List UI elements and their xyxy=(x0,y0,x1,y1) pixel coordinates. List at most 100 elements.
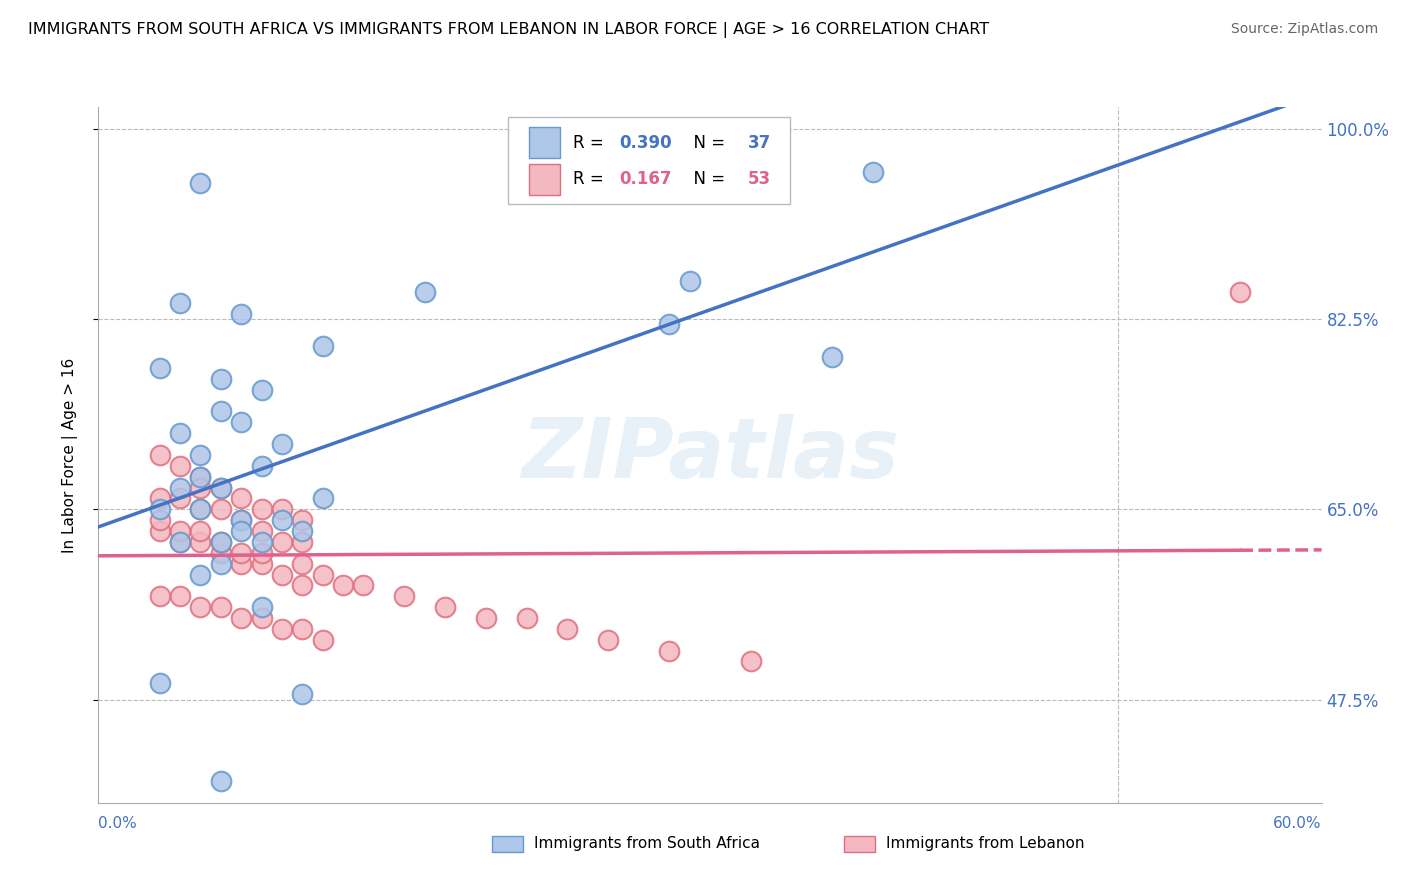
Text: 0.0%: 0.0% xyxy=(98,816,138,831)
Text: N =: N = xyxy=(683,170,731,188)
Point xyxy=(250,383,273,397)
Point xyxy=(188,481,212,495)
Point xyxy=(270,513,294,527)
Point xyxy=(149,502,172,516)
Point xyxy=(231,491,253,506)
Point xyxy=(231,307,253,321)
Point xyxy=(149,361,172,376)
Point xyxy=(250,458,273,473)
Point xyxy=(291,534,314,549)
Point xyxy=(270,567,294,582)
Point xyxy=(169,426,191,441)
Point xyxy=(821,350,844,364)
Point xyxy=(169,524,191,538)
Point xyxy=(209,546,232,560)
Point xyxy=(188,448,212,462)
Point xyxy=(209,557,232,571)
Text: 0.167: 0.167 xyxy=(620,170,672,188)
Point xyxy=(209,481,232,495)
Point xyxy=(312,567,335,582)
Point xyxy=(169,589,191,603)
Point xyxy=(312,632,335,647)
Point xyxy=(474,611,498,625)
Text: 60.0%: 60.0% xyxy=(1274,816,1322,831)
Point xyxy=(231,524,253,538)
Point xyxy=(149,491,172,506)
Point xyxy=(250,546,273,560)
FancyBboxPatch shape xyxy=(508,118,790,204)
Point xyxy=(516,611,538,625)
Point xyxy=(250,611,273,625)
Point xyxy=(270,622,294,636)
Text: ZIPatlas: ZIPatlas xyxy=(522,415,898,495)
Bar xyxy=(529,164,560,195)
Bar xyxy=(529,127,560,158)
Point xyxy=(679,274,702,288)
Point xyxy=(312,339,335,353)
Point xyxy=(209,404,232,418)
Point xyxy=(557,622,579,636)
Point xyxy=(231,415,253,429)
Point xyxy=(291,687,314,701)
Text: IMMIGRANTS FROM SOUTH AFRICA VS IMMIGRANTS FROM LEBANON IN LABOR FORCE | AGE > 1: IMMIGRANTS FROM SOUTH AFRICA VS IMMIGRAN… xyxy=(28,22,990,38)
Text: 0.390: 0.390 xyxy=(620,134,672,152)
Text: R =: R = xyxy=(574,170,609,188)
Point xyxy=(169,491,191,506)
Point xyxy=(188,534,212,549)
Point xyxy=(598,632,620,647)
Point xyxy=(209,534,232,549)
Point xyxy=(312,491,335,506)
Point xyxy=(188,502,212,516)
Point xyxy=(188,600,212,615)
Point xyxy=(188,502,212,516)
Point xyxy=(149,448,172,462)
Point xyxy=(169,481,191,495)
Point xyxy=(434,600,457,615)
Point xyxy=(291,513,314,527)
Point xyxy=(740,655,762,669)
Point xyxy=(209,481,232,495)
Point xyxy=(149,513,172,527)
Point xyxy=(169,295,191,310)
Point xyxy=(169,534,191,549)
Point xyxy=(658,318,681,332)
Point xyxy=(209,372,232,386)
Point xyxy=(291,557,314,571)
Text: Immigrants from South Africa: Immigrants from South Africa xyxy=(534,837,761,851)
Point xyxy=(209,502,232,516)
Point xyxy=(291,578,314,592)
Point xyxy=(231,513,253,527)
Text: N =: N = xyxy=(683,134,731,152)
Text: Source: ZipAtlas.com: Source: ZipAtlas.com xyxy=(1230,22,1378,37)
Point xyxy=(169,534,191,549)
Point xyxy=(270,502,294,516)
Point xyxy=(658,643,681,657)
Point xyxy=(149,524,172,538)
Point xyxy=(149,589,172,603)
Point xyxy=(352,578,374,592)
Text: 53: 53 xyxy=(748,170,770,188)
Point xyxy=(250,502,273,516)
Point xyxy=(231,546,253,560)
Point xyxy=(291,524,314,538)
Point xyxy=(209,774,232,789)
Point xyxy=(209,534,232,549)
Point xyxy=(250,600,273,615)
Point xyxy=(188,176,212,190)
Point xyxy=(169,458,191,473)
Point xyxy=(209,600,232,615)
Point xyxy=(291,622,314,636)
Point xyxy=(231,557,253,571)
Point xyxy=(413,285,436,299)
Point xyxy=(862,165,884,179)
Point xyxy=(392,589,416,603)
Point xyxy=(231,513,253,527)
Point xyxy=(188,469,212,483)
Text: Immigrants from Lebanon: Immigrants from Lebanon xyxy=(886,837,1084,851)
Point xyxy=(149,676,172,690)
Point xyxy=(188,524,212,538)
Text: 37: 37 xyxy=(748,134,772,152)
Point xyxy=(250,524,273,538)
Text: R =: R = xyxy=(574,134,609,152)
Point xyxy=(250,534,273,549)
